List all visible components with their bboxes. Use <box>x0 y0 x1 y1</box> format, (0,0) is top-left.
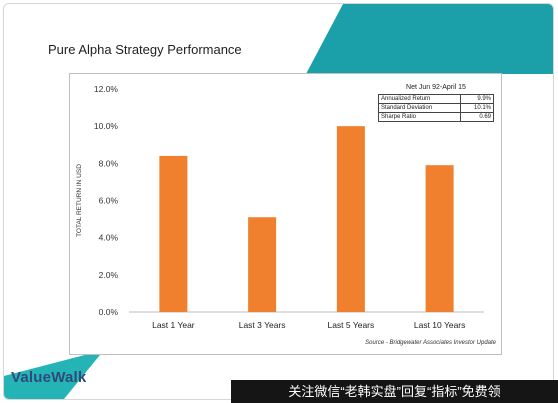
stats-row: Standard Deviation 10.1% <box>378 103 494 113</box>
stats-title: Net Jun 92-April 15 <box>406 84 466 91</box>
slide-title: Pure Alpha Strategy Performance <box>48 42 242 57</box>
source-note: Source - Bridgewater Associates Investor… <box>365 340 496 346</box>
promo-banner: 关注微信“老韩实盘”回复“指标”免费领 <box>231 380 558 403</box>
bar <box>159 155 188 312</box>
stats-table: Annualized Return 9.9% Standard Deviatio… <box>378 94 494 122</box>
bar <box>248 217 277 312</box>
x-tick-label: Last 5 Years <box>327 320 374 330</box>
teal-accent-top <box>306 4 553 74</box>
bar-chart: 0.0% 2.0% 4.0% 6.0% 8.0% 10.0% 12.0% TOTAL RETU… <box>76 84 484 330</box>
y-tick-label: 4.0% <box>99 233 119 243</box>
y-tick-label: 10.0% <box>94 121 119 131</box>
y-tick-label: 8.0% <box>99 158 119 168</box>
teal-accent-bottom <box>4 350 104 399</box>
stats-value: 9.9% <box>460 94 494 104</box>
stats-label: Sharpe Ratio <box>378 112 461 122</box>
bar <box>336 126 365 312</box>
y-axis-title: TOTAL RETURN IN USD <box>76 164 83 237</box>
y-tick-label: 2.0% <box>99 270 119 280</box>
stats-label: Annualized Return <box>378 94 461 104</box>
stats-row: Annualized Return 9.9% <box>378 94 494 104</box>
x-tick-label: Last 10 Years <box>414 320 466 330</box>
stats-row: Sharpe Ratio 0.69 <box>378 112 494 122</box>
stats-value: 10.1% <box>460 103 494 113</box>
stats-label: Standard Deviation <box>378 103 461 113</box>
y-tick-label: 6.0% <box>99 196 119 206</box>
y-tick-label: 12.0% <box>94 84 119 94</box>
valuewalk-logo: ValueWalk <box>11 369 87 386</box>
bar <box>425 165 454 312</box>
y-tick-label: 0.0% <box>99 307 119 317</box>
x-tick-label: Last 1 Year <box>152 320 195 330</box>
stats-value: 0.69 <box>460 112 494 122</box>
x-tick-label: Last 3 Years <box>239 320 286 330</box>
